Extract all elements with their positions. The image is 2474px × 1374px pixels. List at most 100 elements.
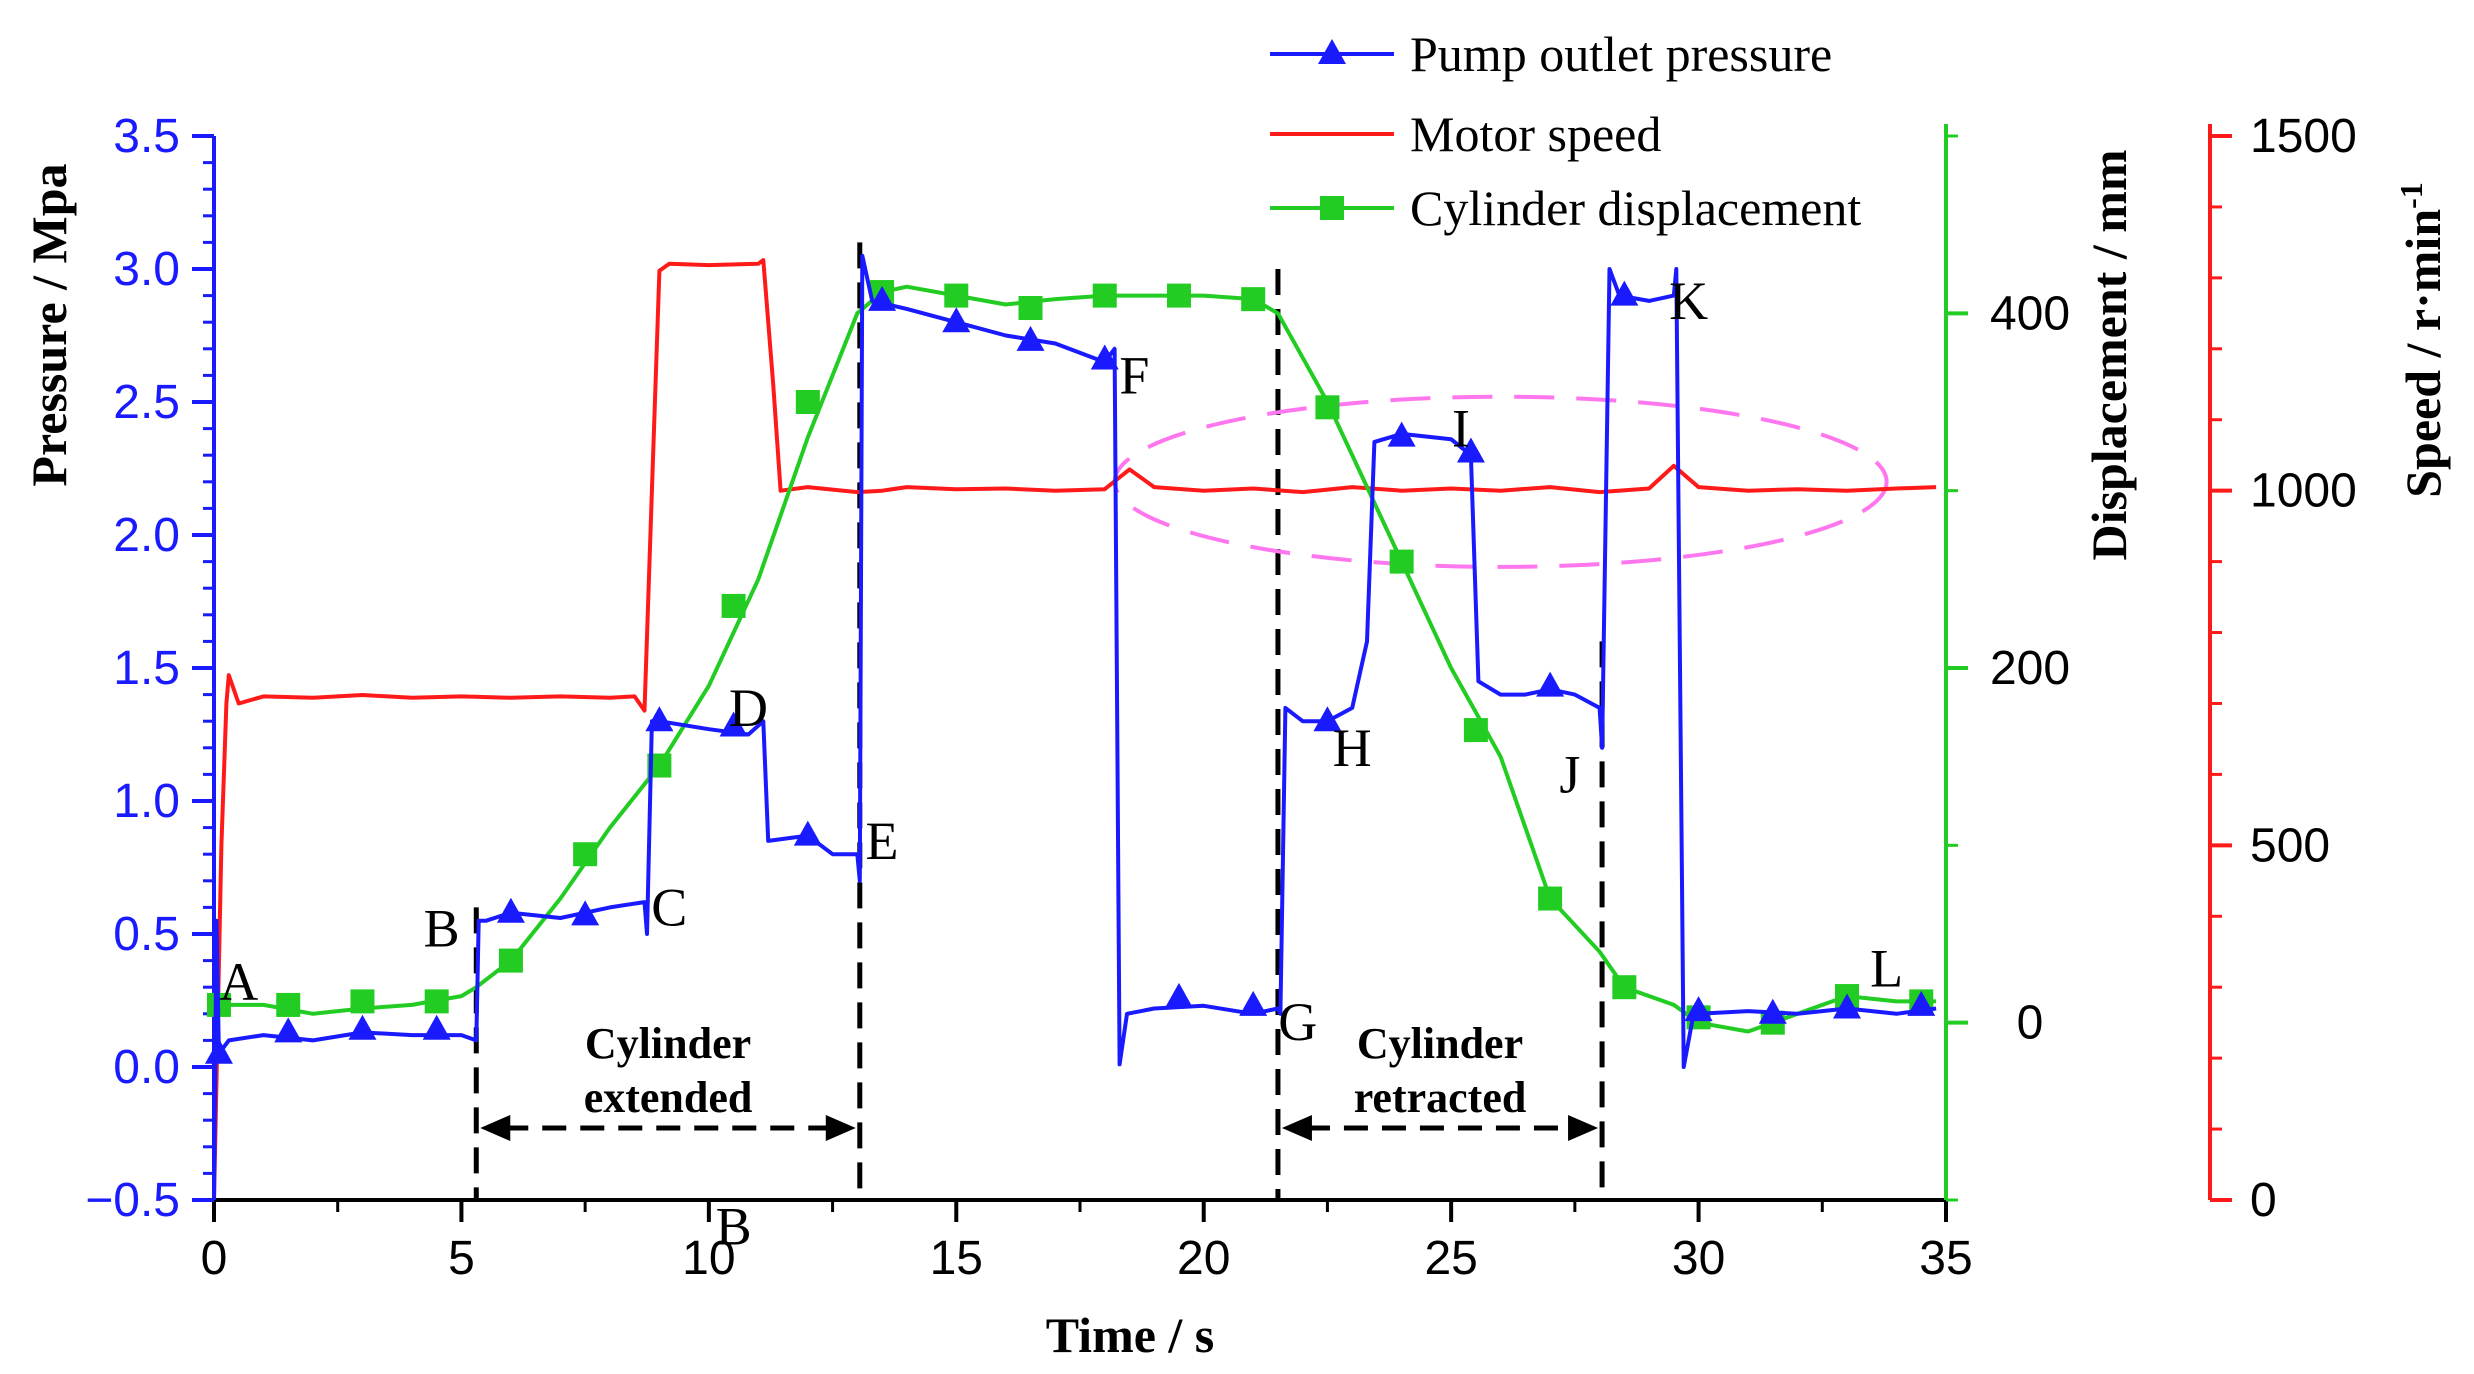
phase-label-line2: retracted — [1354, 1073, 1527, 1122]
square-marker — [721, 593, 746, 618]
legend-square-marker — [1320, 196, 1344, 220]
pressure-tick-label: 2.5 — [113, 376, 180, 429]
point-label: I — [1452, 399, 1470, 459]
displacement-axis-title: Displacement / mm — [2081, 149, 2137, 560]
triangle-marker — [645, 706, 674, 732]
series-line — [212, 253, 1937, 1201]
square-marker — [424, 989, 449, 1014]
speed-tick-label: 1000 — [2250, 465, 2357, 518]
pressure-tick-label: 0.5 — [113, 908, 180, 961]
axes: 0 5 10 15 20 25 30 35 −0.5 0.0 0.5 1.0 1.5 2.0 2.5 3.0… — [85, 110, 2357, 1285]
triangle-marker — [719, 711, 748, 737]
square-marker — [573, 842, 598, 867]
square-marker — [1612, 975, 1637, 1000]
pressure-tick-label: 1.5 — [113, 642, 180, 695]
displacement-ticks: 0 200 400 — [1946, 134, 2070, 1202]
annotations: Cylinder extended Cylinder retracted — [473, 242, 1889, 1200]
series-line — [212, 258, 1937, 1201]
x-tick-label: 25 — [1424, 1232, 1477, 1285]
pressure-tick-label: 3.0 — [113, 243, 180, 296]
legend-entry: Motor speed — [1270, 106, 1661, 162]
legend-label: Motor speed — [1410, 106, 1661, 162]
triangle-marker — [1313, 706, 1342, 732]
legend-triangle-marker — [1318, 39, 1346, 64]
pressure-tick-label: 3.5 — [113, 110, 180, 163]
square-marker — [1463, 718, 1488, 743]
square-marker — [498, 948, 523, 973]
x-tick-label: 10 — [682, 1232, 735, 1285]
triangle-marker — [1239, 990, 1268, 1016]
triangle-marker — [1833, 993, 1862, 1019]
point-label: H — [1333, 718, 1372, 778]
point-label: B — [716, 1197, 752, 1257]
point-label: E — [866, 811, 899, 871]
speed-tick-label: 0 — [2250, 1174, 2277, 1227]
point-label: C — [651, 877, 687, 937]
pressure-tick-label: 2.0 — [113, 509, 180, 562]
square-marker — [1018, 296, 1043, 321]
legend-entry: Cylinder displacement — [1270, 180, 1861, 236]
x-tick-label: 0 — [201, 1232, 228, 1285]
series — [204, 253, 1937, 1201]
series-pump-outlet-pressure — [204, 253, 1937, 1201]
pressure-axis-title: Pressure / Mpa — [21, 163, 77, 486]
phase-arrow-head-right — [1568, 1115, 1599, 1141]
triangle-marker — [1090, 344, 1119, 370]
phase-label-line1: Cylinder — [1357, 1019, 1523, 1068]
x-tick-label: 35 — [1919, 1232, 1972, 1285]
legend-label: Cylinder displacement — [1410, 180, 1861, 236]
triangle-marker — [274, 1017, 303, 1043]
series-motor-speed — [212, 258, 1937, 1201]
square-marker — [276, 992, 301, 1017]
point-label: F — [1119, 345, 1149, 405]
x-tick-label: 15 — [930, 1232, 983, 1285]
pressure-tick-label: 0.0 — [113, 1041, 180, 1094]
triangle-marker — [1610, 280, 1639, 306]
legend-entry: Pump outlet pressure — [1270, 26, 1832, 82]
triangle-marker — [1536, 671, 1565, 697]
speed-axis-title-main: Speed / r·min — [2395, 209, 2451, 498]
displacement-tick-label: 400 — [1990, 287, 2070, 340]
legend: Pump outlet pressure Motor speed Cylinder … — [1270, 26, 1861, 236]
triangle-marker — [1907, 990, 1936, 1016]
point-label: L — [1870, 939, 1903, 999]
triangle-marker — [496, 897, 525, 923]
triangle-marker — [1164, 982, 1193, 1008]
phase-label-line1: Cylinder — [585, 1019, 751, 1068]
x-ticks: 0 5 10 15 20 25 30 35 — [201, 1200, 1973, 1285]
phase-label-line2: extended — [584, 1073, 753, 1122]
pressure-tick-label: 1.0 — [113, 775, 180, 828]
speed-axis-title: Speed / r·min-1 — [2393, 182, 2451, 498]
triangle-marker — [868, 285, 897, 311]
point-label: A — [219, 952, 258, 1012]
triangle-marker — [348, 1014, 377, 1040]
displacement-tick-label: 0 — [2017, 997, 2044, 1050]
square-marker — [1092, 283, 1117, 308]
phase-arrow-head-right — [825, 1115, 856, 1141]
speed-axis-title-sup: -1 — [2393, 182, 2429, 209]
triangle-marker — [793, 820, 822, 846]
point-labels: A B C D E F G H I J K L B — [219, 271, 1903, 1257]
x-tick-label: 20 — [1177, 1232, 1230, 1285]
triangle-marker — [422, 1014, 451, 1040]
speed-tick-label: 1500 — [2250, 110, 2357, 163]
x-tick-label: 30 — [1672, 1232, 1725, 1285]
phase-arrow-head-left — [480, 1115, 511, 1141]
triangle-marker — [1016, 325, 1045, 351]
triangle-marker — [571, 900, 600, 926]
point-label: K — [1669, 271, 1708, 331]
phase-arrow-head-left — [1281, 1115, 1312, 1141]
square-marker — [944, 283, 969, 308]
triangle-marker — [1684, 996, 1713, 1022]
x-axis-title: Time / s — [1046, 1307, 1215, 1363]
square-marker — [1166, 283, 1191, 308]
triangle-marker — [1456, 437, 1485, 463]
square-marker — [350, 989, 375, 1014]
square-marker — [1241, 287, 1266, 312]
x-tick-label: 5 — [448, 1232, 475, 1285]
square-marker — [1389, 549, 1414, 574]
point-label: J — [1559, 744, 1580, 804]
highlight-ellipse — [1112, 394, 1889, 569]
point-label: D — [729, 678, 768, 738]
